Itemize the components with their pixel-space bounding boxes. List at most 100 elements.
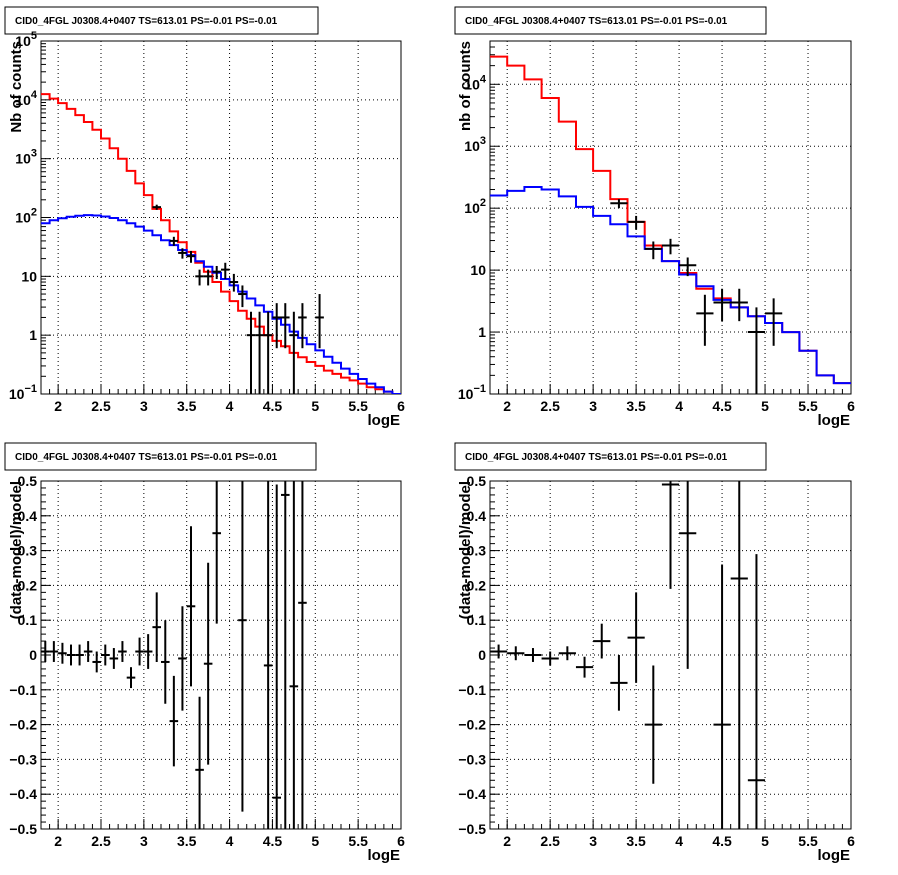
x-axis-label: logE: [818, 847, 851, 864]
y-tick-label: 0.4: [467, 508, 487, 524]
x-tick-label: 5.5: [348, 833, 368, 849]
x-tick-label: 3: [140, 833, 148, 849]
chart-panel-1: CID0_4FGL J0308.4+0407 TS=613.01 PS=-0.0…: [4, 6, 405, 429]
y-tick-label: −0.2: [458, 717, 486, 733]
chart-title-box: [4, 6, 319, 35]
x-tick-label: 3.5: [177, 398, 197, 414]
x-tick-label: 2.5: [540, 398, 560, 414]
x-tick-label: 5: [761, 398, 769, 414]
y-tick-label: 0.5: [467, 473, 487, 489]
x-tick-label: 5: [311, 398, 319, 414]
plot-area: [41, 481, 307, 829]
y-tick-label: 0.2: [18, 577, 38, 593]
x-tick-label: 5.5: [798, 398, 818, 414]
y-tick-label: −0.1: [458, 682, 486, 698]
chart-title: CID0_4FGL J0308.4+0407 TS=613.01 PS=-0.0…: [15, 452, 278, 463]
x-axis-label: logE: [368, 847, 401, 864]
y-axis-label: (data-model)/model: [457, 481, 474, 619]
x-tick-label: 6: [847, 833, 855, 849]
y-tick-label: 0: [29, 647, 37, 663]
x-tick-label: 5: [311, 833, 319, 849]
y-tick-label: 103: [464, 135, 486, 154]
y-axis-label: (data-model)/model: [8, 481, 25, 619]
x-tick-label: 5: [761, 833, 769, 849]
y-tick-label: 0.2: [467, 577, 487, 593]
chart-title: CID0_4FGL J0308.4+0407 TS=613.01 PS=-0.0…: [465, 452, 728, 463]
plot-area: [41, 93, 401, 394]
y-tick-label: 0.4: [18, 508, 38, 524]
y-tick-label: −0.3: [458, 751, 486, 767]
y-tick-label: 102: [15, 207, 37, 226]
x-tick-label: 2: [503, 833, 511, 849]
x-tick-label: 6: [397, 833, 405, 849]
x-tick-label: 4: [226, 398, 234, 414]
y-tick-label: −0.5: [458, 821, 486, 837]
y-tick-label: −0.1: [9, 682, 37, 698]
chart-panel-4: CID0_4FGL J0308.4+0407 TS=613.01 PS=-0.0…: [454, 442, 855, 864]
x-tick-label: 4.5: [263, 833, 283, 849]
y-tick-label: 104: [15, 89, 38, 108]
chart-title: CID0_4FGL J0308.4+0407 TS=613.01 PS=-0.0…: [15, 16, 278, 27]
model-total-histogram: [490, 55, 851, 385]
chart-title-box: [4, 442, 317, 471]
plot-frame: [489, 40, 852, 395]
chart-panel-3: CID0_4FGL J0308.4+0407 TS=613.01 PS=-0.0…: [4, 442, 405, 864]
x-tick-label: 4.5: [263, 398, 283, 414]
x-tick-label: 3: [589, 398, 597, 414]
chart-title-box: [454, 442, 767, 471]
model-bkg-histogram: [41, 214, 401, 394]
y-tick-label: 103: [15, 148, 37, 167]
x-axis-label: logE: [818, 412, 851, 429]
y-tick-label: 10−1: [458, 383, 486, 402]
x-tick-label: 3.5: [626, 398, 646, 414]
x-tick-label: 4: [675, 398, 683, 414]
y-tick-label: 10−1: [9, 383, 37, 402]
x-tick-label: 6: [397, 398, 405, 414]
x-tick-label: 5.5: [348, 398, 368, 414]
x-tick-label: 2: [54, 398, 62, 414]
plot-area: [490, 481, 766, 829]
y-axis-label: Nb of counts: [8, 41, 25, 133]
y-tick-label: −0.5: [9, 821, 37, 837]
x-tick-label: 6: [847, 398, 855, 414]
y-tick-label: −0.4: [9, 786, 37, 802]
x-tick-label: 3.5: [626, 833, 646, 849]
chart-title-box: [454, 6, 767, 35]
y-tick-label: 1: [29, 327, 37, 343]
y-tick-label: 104: [464, 73, 487, 92]
y-tick-label: 10: [21, 268, 37, 284]
x-tick-label: 3: [140, 398, 148, 414]
y-axis-label: nb of counts: [457, 41, 474, 131]
y-tick-label: 105: [15, 30, 37, 49]
model-total-histogram: [41, 93, 401, 394]
x-tick-label: 4.5: [712, 833, 732, 849]
y-tick-label: 0.1: [467, 612, 487, 628]
x-tick-label: 4.5: [712, 398, 732, 414]
chart-panel-2: CID0_4FGL J0308.4+0407 TS=613.01 PS=-0.0…: [454, 6, 855, 429]
plot-area: [490, 55, 851, 394]
x-tick-label: 2.5: [91, 833, 111, 849]
y-tick-label: 1: [478, 324, 486, 340]
chart-title: CID0_4FGL J0308.4+0407 TS=613.01 PS=-0.0…: [465, 16, 728, 27]
y-tick-label: 0.3: [467, 543, 487, 559]
x-tick-label: 3: [589, 833, 597, 849]
y-tick-label: −0.4: [458, 786, 486, 802]
y-tick-label: 0.1: [18, 612, 38, 628]
model-bkg-histogram: [490, 186, 851, 385]
x-tick-label: 4: [675, 833, 683, 849]
x-tick-label: 2: [54, 833, 62, 849]
x-tick-label: 2: [503, 398, 511, 414]
x-tick-label: 2.5: [91, 398, 111, 414]
x-axis-label: logE: [368, 412, 401, 429]
x-tick-label: 3.5: [177, 833, 197, 849]
x-tick-label: 5.5: [798, 833, 818, 849]
y-tick-label: 0: [478, 647, 486, 663]
y-tick-label: 102: [464, 197, 486, 216]
x-tick-label: 4: [226, 833, 234, 849]
x-tick-label: 2.5: [540, 833, 560, 849]
y-tick-label: 0.5: [18, 473, 38, 489]
y-tick-label: 10: [470, 262, 486, 278]
y-tick-label: −0.2: [9, 717, 37, 733]
y-tick-label: 0.3: [18, 543, 38, 559]
